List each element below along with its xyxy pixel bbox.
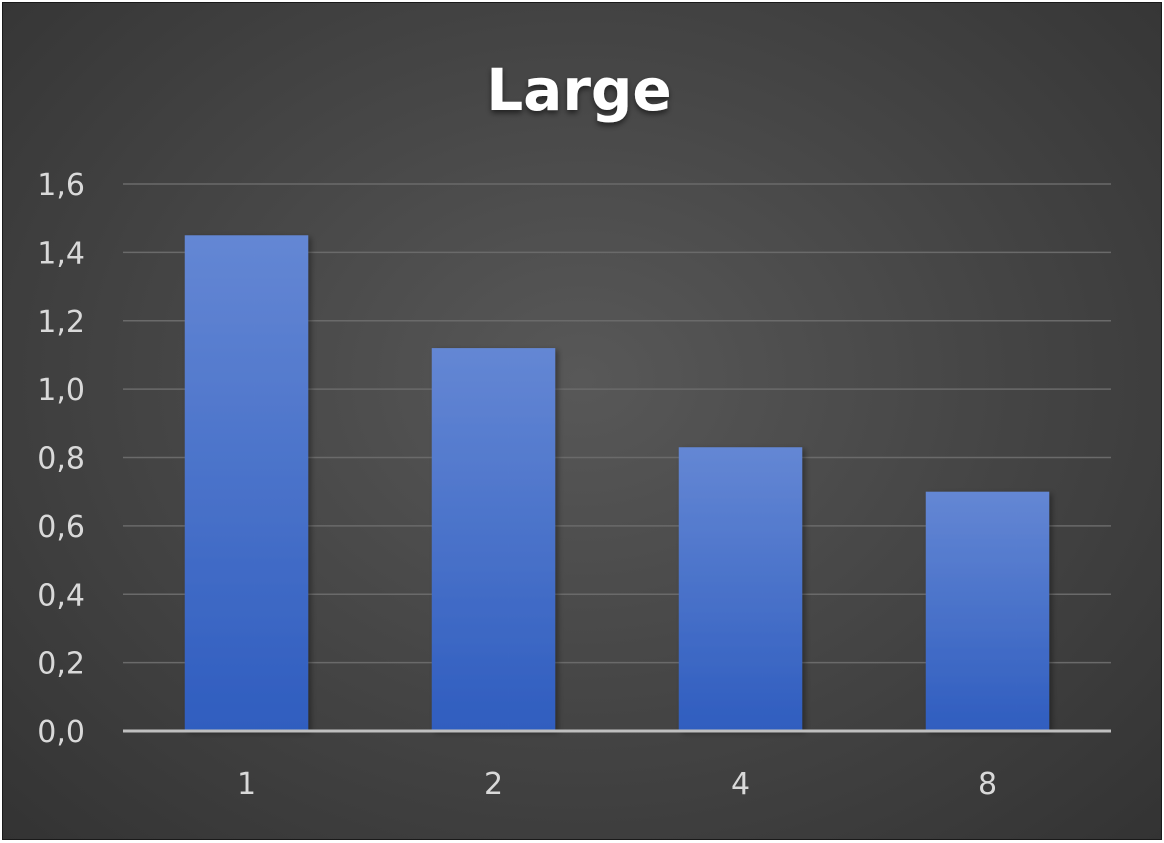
x-tick-label: 4 bbox=[731, 767, 750, 802]
bar-chart: Large 0,0 0,2 0,4 0,6 0,8 1,0 1,2 1,4 1,6 1 2 4 8 bbox=[37, 56, 1111, 802]
y-tick-label: 0,4 bbox=[37, 578, 85, 613]
y-tick-label: 1,2 bbox=[37, 305, 85, 340]
bar bbox=[184, 235, 309, 731]
y-tick-label: 1,0 bbox=[37, 373, 85, 408]
y-tick-label: 0,0 bbox=[37, 715, 85, 750]
bar bbox=[925, 491, 1050, 731]
y-tick-label: 0,2 bbox=[37, 647, 85, 682]
bar bbox=[431, 348, 556, 731]
bar bbox=[678, 447, 803, 731]
x-tick-label: 2 bbox=[484, 767, 503, 802]
y-tick-label: 1,6 bbox=[37, 168, 85, 203]
bars bbox=[184, 235, 1050, 731]
x-axis-ticks: 1 2 4 8 bbox=[237, 767, 997, 802]
y-axis-ticks: 0,0 0,2 0,4 0,6 0,8 1,0 1,2 1,4 1,6 bbox=[37, 168, 85, 750]
y-tick-label: 0,8 bbox=[37, 442, 85, 477]
x-tick-label: 1 bbox=[237, 767, 256, 802]
chart-title: Large bbox=[486, 56, 672, 124]
y-tick-label: 1,4 bbox=[37, 236, 85, 271]
x-tick-label: 8 bbox=[978, 767, 997, 802]
y-tick-label: 0,6 bbox=[37, 510, 85, 545]
